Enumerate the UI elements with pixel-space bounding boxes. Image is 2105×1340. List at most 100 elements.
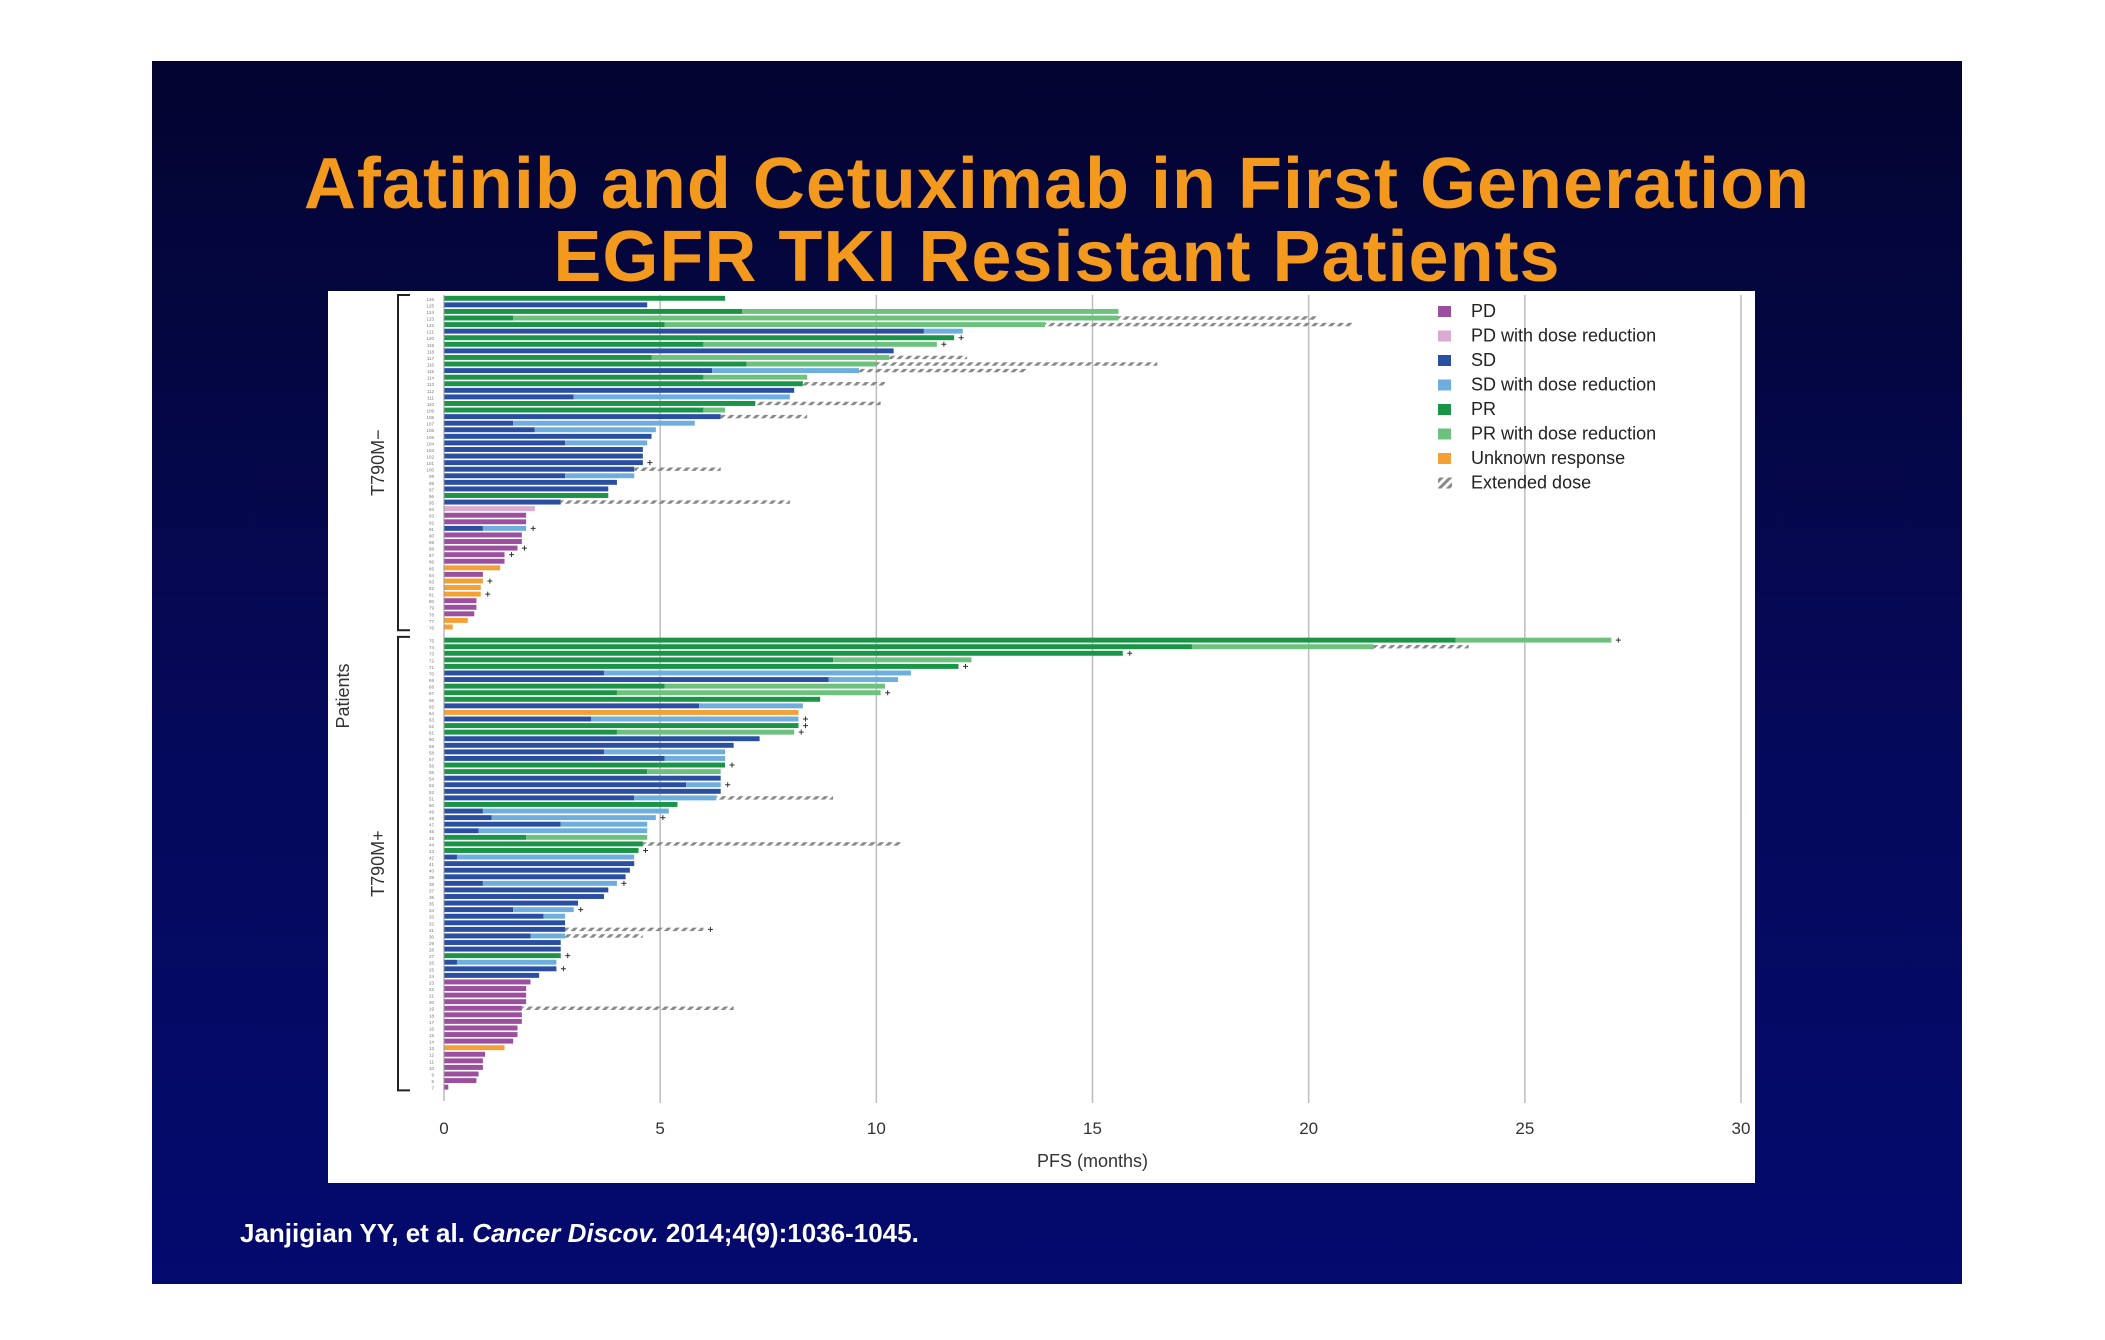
bar-segment-UR <box>444 624 453 630</box>
patient-id-label: 118 <box>427 349 435 354</box>
bar-segment-SD <box>444 447 643 452</box>
patient-id-label: 87 <box>429 553 435 558</box>
patient-id-label: 73 <box>429 652 435 657</box>
patient-id-label: 70 <box>429 671 435 676</box>
patient-id-label: 54 <box>429 777 435 782</box>
legend-label: Extended dose <box>1471 473 1591 493</box>
bar-segment-SD <box>444 959 457 965</box>
extended-dose-bar <box>560 500 790 504</box>
bar-segment-SD <box>444 716 591 722</box>
bar-segment-SDdr <box>513 420 695 426</box>
patient-id-label: 119 <box>427 343 435 348</box>
bar-segment-SD <box>444 348 894 354</box>
bar-segment-SD <box>444 453 643 459</box>
grid-lines <box>659 295 1742 1103</box>
patient-id-label: 26 <box>429 961 435 966</box>
bar-segment-PD <box>444 598 477 604</box>
x-tick-label: 25 <box>1515 1119 1534 1138</box>
bar-segment-SD <box>444 815 492 821</box>
bar-segment-PR <box>444 762 726 768</box>
legend-label: SD with dose reduction <box>1471 375 1656 395</box>
bar-segment-SD <box>444 414 721 420</box>
bar-segment-SDdr <box>456 959 557 965</box>
bar-segment-SDdr <box>543 913 566 919</box>
legend-label: SD <box>1471 350 1496 370</box>
bar-segment-PD <box>444 1058 483 1064</box>
patient-id-label: 125 <box>426 303 434 308</box>
patient-id-label: 71 <box>429 665 435 670</box>
y-axis-label: Patients <box>333 663 353 728</box>
legend-swatch-PD <box>1438 306 1451 317</box>
patient-id-label: 16 <box>429 1026 435 1031</box>
censored-marker <box>798 729 804 735</box>
patient-id-label: 101 <box>426 461 434 466</box>
patient-id-label: 100 <box>426 468 434 473</box>
bar-segment-PD <box>444 1012 522 1018</box>
bar-segment-PR <box>444 407 704 413</box>
extended-dose-bar <box>755 401 881 406</box>
patient-id-label: 77 <box>429 619 435 624</box>
censored-marker <box>530 525 536 531</box>
patient-id-label: 94 <box>429 507 435 512</box>
extended-dose-bar <box>1118 316 1318 320</box>
patient-id-label: 117 <box>427 356 435 361</box>
censored-marker <box>578 907 584 913</box>
censored-marker <box>647 460 653 466</box>
bar-segment-SDdr <box>491 815 656 821</box>
bar-segment-SD <box>444 670 604 676</box>
bar-segment-SD <box>444 874 626 880</box>
bar-segment-SD <box>444 440 566 446</box>
bar-segment-SD <box>444 302 648 308</box>
patient-id-label: 111 <box>427 395 434 400</box>
bar-segment-SDdr <box>923 328 963 334</box>
patient-id-label: 66 <box>429 698 435 703</box>
bar-segment-SD <box>444 854 457 860</box>
bar-segment-SDdr <box>482 808 669 814</box>
patient-id-label: 91 <box>429 527 435 532</box>
group-label: T790M+ <box>368 830 388 897</box>
censored-marker <box>660 815 666 821</box>
patient-id-label: 60 <box>429 737 435 742</box>
patient-id-label: 55 <box>429 770 435 775</box>
patient-id-label: 32 <box>429 921 435 926</box>
patient-id-label: 79 <box>429 606 435 611</box>
patient-id-label: 84 <box>429 573 435 578</box>
patient-id-label: 114 <box>427 376 435 381</box>
bar-segment-SD <box>444 525 483 531</box>
bar-segment-PRdr <box>703 341 937 347</box>
censored-marker <box>643 847 649 853</box>
bar-segment-PRdr <box>742 308 1119 314</box>
patient-id-label: 126 <box>426 297 434 302</box>
patient-id-label: 93 <box>429 514 435 519</box>
bar-segment-PR <box>444 953 561 959</box>
bar-segment-PD <box>444 999 527 1005</box>
bar-segment-UR <box>444 565 501 571</box>
patient-id-label: 49 <box>429 810 435 815</box>
bar-segment-SD <box>444 499 561 505</box>
bar-segment-PR <box>444 637 1456 643</box>
bar-segment-PD <box>444 552 505 558</box>
group-bracket <box>397 635 410 1092</box>
censored-marker <box>707 926 713 932</box>
bar-segment-SD <box>444 703 700 709</box>
bar-segment-SD <box>444 742 734 748</box>
bar-segment-PD <box>444 1078 477 1084</box>
patient-id-label: 64 <box>429 711 435 716</box>
patient-id-label: 44 <box>429 842 435 847</box>
bar-segment-PRdr <box>1191 644 1374 650</box>
bar-segment-PRdr <box>526 834 648 840</box>
x-tick-label: 5 <box>655 1119 664 1138</box>
bar-segment-SD <box>444 788 721 794</box>
bar-segment-SDdr <box>530 933 566 939</box>
censored-marker <box>509 552 515 558</box>
patient-id-label: 52 <box>429 790 435 795</box>
patient-id-label: 21 <box>429 994 435 999</box>
patient-id-label: 67 <box>429 691 435 696</box>
bar-segment-UR <box>444 709 799 715</box>
bar-segment-PRdr <box>651 354 890 360</box>
patient-id-label: 78 <box>429 612 435 617</box>
bar-segment-SD <box>444 933 531 939</box>
patient-id-label: 43 <box>429 849 435 854</box>
bar-segment-PRdr <box>513 315 1119 321</box>
bars: 1261251241231221211201191181171161151141… <box>426 295 1621 1091</box>
